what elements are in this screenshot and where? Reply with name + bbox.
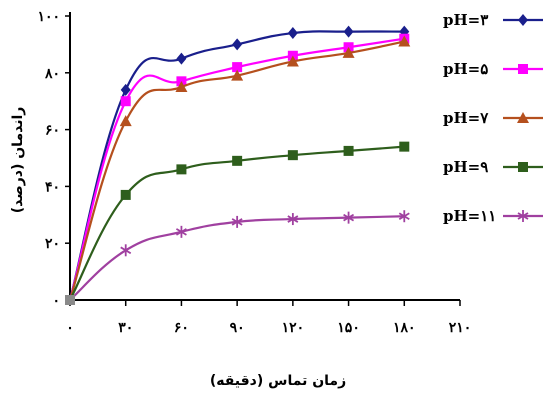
y-axis-label: راندمان (درصد): [10, 107, 26, 214]
x-tick-label: ۹۰: [230, 320, 245, 336]
legend-label: pH=۳: [443, 11, 488, 29]
data-point: [399, 141, 410, 152]
legend-label: pH=۱۱: [443, 207, 496, 225]
legend-marker: [518, 64, 528, 74]
series-line: [68, 40, 405, 301]
data-point: [120, 189, 131, 200]
data-point: [231, 69, 244, 81]
data-point: [398, 35, 411, 47]
data-point: [120, 83, 131, 96]
data-point: [232, 155, 243, 166]
y-tick-label: ۱۰۰: [37, 9, 60, 25]
data-point: [176, 164, 187, 175]
x-tick-label: ۱۲۰: [282, 320, 305, 336]
data-point: [176, 52, 187, 65]
y-tick-label: ۸۰: [44, 66, 60, 82]
data-point: [287, 27, 298, 40]
data-point: [287, 150, 298, 161]
legend-label: pH=۵: [443, 60, 488, 78]
series-line: [68, 30, 405, 301]
data-point: [232, 38, 243, 51]
series-line: [69, 215, 405, 301]
chart-legend: pH=۳ pH=۵ pH=۷ pH=۹ pH=۱۱: [443, 11, 543, 225]
legend-marker: [517, 210, 529, 222]
legend-label: pH=۹: [443, 158, 488, 176]
data-point: [65, 295, 75, 305]
legend-item: pH=۳: [443, 11, 543, 29]
data-point: [343, 145, 354, 156]
y-tick-label: ۶۰: [45, 123, 60, 139]
data-point: [119, 115, 132, 127]
legend-marker: [518, 14, 528, 26]
data-point: [120, 96, 131, 107]
legend-item: pH=۵: [443, 60, 543, 78]
chart-series: [65, 25, 411, 305]
x-tick-label: ۱۵۰: [337, 320, 360, 336]
legend-marker: [518, 162, 528, 172]
x-axis-label: زمان تماس (دقیقه): [210, 373, 346, 389]
legend-marker: [517, 112, 529, 123]
legend-label: pH=۷: [443, 109, 489, 127]
data-point: [343, 211, 355, 224]
data-point: [175, 225, 187, 238]
x-tick-label: ۳۰: [118, 320, 133, 336]
data-point: [343, 25, 354, 38]
data-point: [120, 244, 132, 257]
x-tick-label: ۱۸۰: [393, 320, 416, 336]
chart-axes: ۰ ۲۰ ۴۰ ۶۰ ۸۰ ۱۰۰ ۰ ۳۰ ۶۰ ۹۰ ۱۲۰ ۱۵۰ ۱۸۰ ۲۱۰: [37, 9, 471, 336]
series-line: [68, 37, 405, 301]
data-point: [231, 215, 243, 228]
data-point: [232, 62, 243, 73]
y-tick-label: ۰: [52, 293, 60, 309]
x-tick-label: ۲۱۰: [449, 320, 472, 336]
legend-item: pH=۹: [443, 158, 543, 176]
y-tick-label: ۲۰: [45, 236, 60, 252]
series-3: [65, 35, 411, 305]
data-point: [175, 81, 188, 92]
legend-item: pH=۱۱: [443, 207, 543, 225]
x-tick-label: ۶۰: [174, 320, 189, 336]
y-tick-label: ۴۰: [45, 179, 60, 195]
data-point: [342, 46, 355, 58]
legend-item: pH=۷: [443, 109, 543, 127]
x-tick-label: ۰: [66, 320, 74, 336]
data-point: [286, 55, 299, 67]
series-5: [65, 210, 410, 305]
data-point: [287, 213, 299, 226]
series-1: [65, 25, 410, 305]
data-point: [398, 210, 410, 223]
